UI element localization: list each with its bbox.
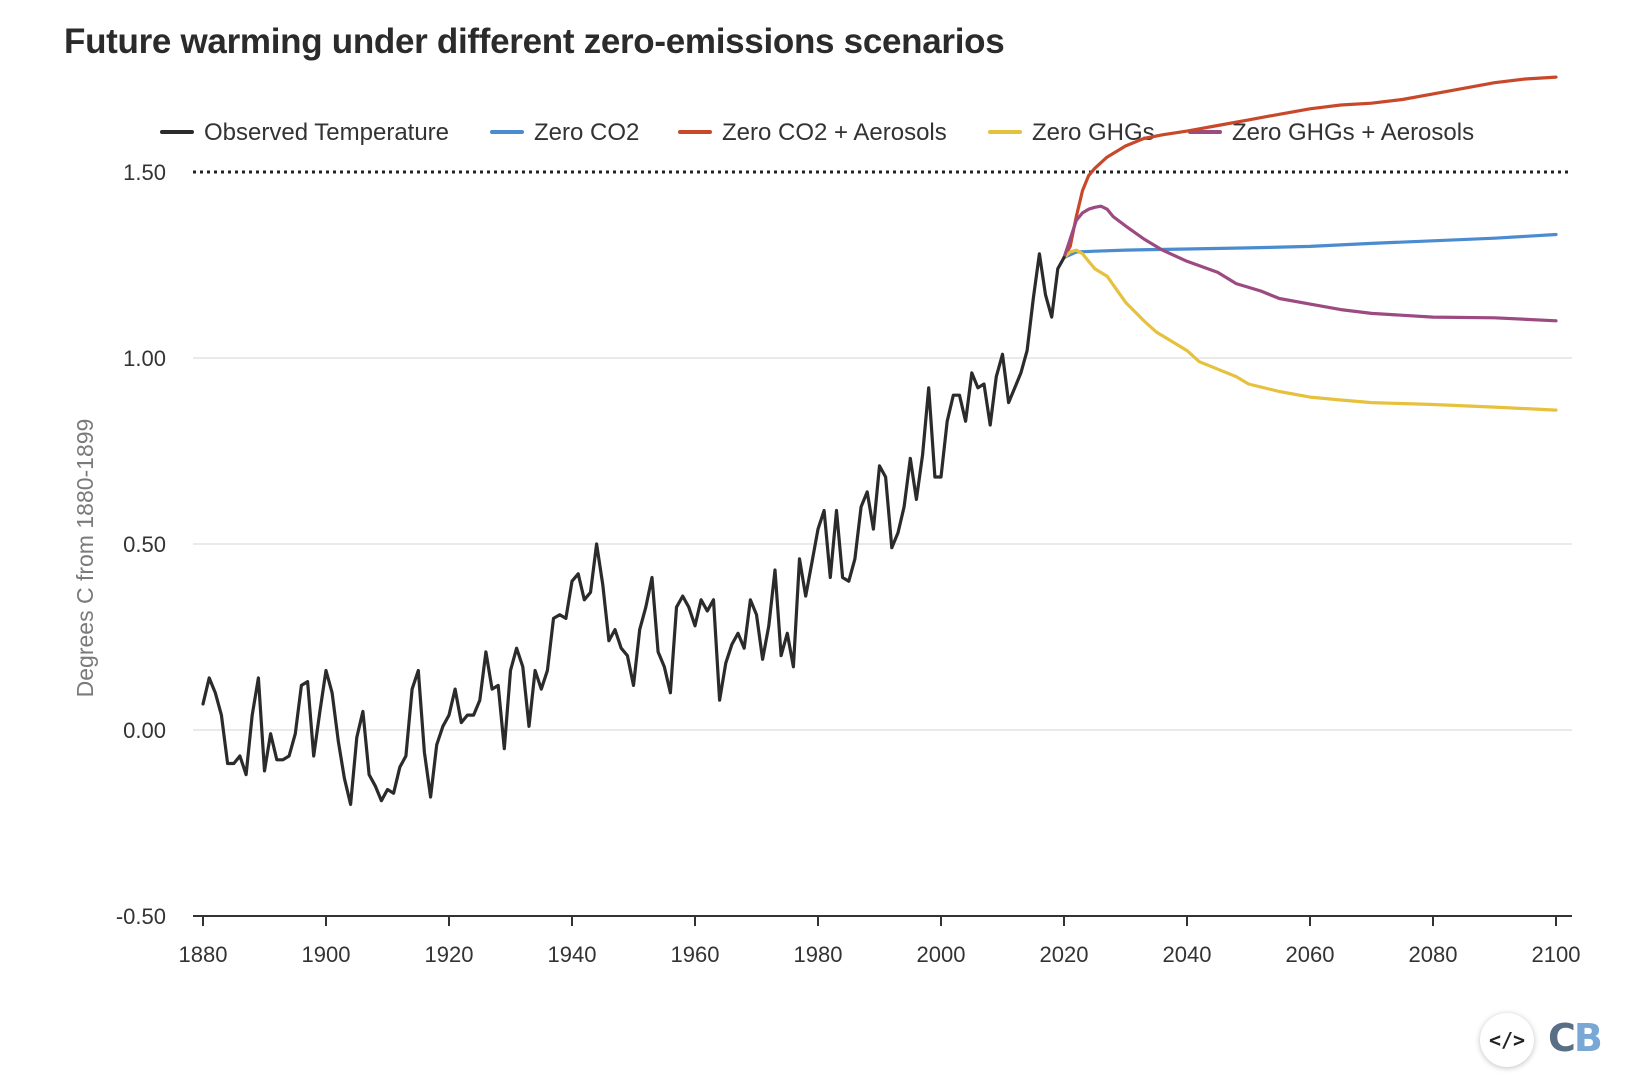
embed-button[interactable]: </> — [1480, 1013, 1534, 1067]
series-line-zero-ghgs — [1062, 248, 1558, 412]
x-tick-label: 1960 — [671, 942, 720, 967]
series-layer — [201, 75, 1558, 806]
legend-label: Zero GHGs + Aerosols — [1232, 119, 1474, 146]
logo-letter-b: B — [1573, 1016, 1603, 1060]
embed-code-icon: </> — [1488, 1028, 1526, 1052]
legend-label: Zero CO2 — [534, 119, 639, 146]
chart-title: Future warming under different zero-emis… — [64, 22, 1005, 61]
y-tick-label: 1.50 — [123, 160, 166, 185]
y-tick-label: -0.50 — [116, 904, 166, 929]
series-line-zero-co2 — [1062, 232, 1558, 260]
legend-label: Observed Temperature — [204, 119, 449, 146]
x-tick-label: 2100 — [1532, 942, 1581, 967]
axes: -0.50 0.00 0.50 1.00 1.50 1880 1900 1920 1940 196… — [116, 160, 1581, 967]
carbon-brief-logo: CB — [1548, 1016, 1603, 1060]
x-tick-label: 2020 — [1040, 942, 1089, 967]
y-tick-label: 1.00 — [123, 346, 166, 371]
logo-letter-c: C — [1548, 1016, 1576, 1060]
x-tick-label: 1880 — [179, 942, 228, 967]
x-tick-label: 1900 — [302, 942, 351, 967]
x-tick-label: 2040 — [1163, 942, 1212, 967]
x-tick-label: 2000 — [917, 942, 966, 967]
x-tick-label: 1940 — [548, 942, 597, 967]
legend-label: Zero CO2 + Aerosols — [722, 119, 947, 146]
x-tick-label: 2060 — [1286, 942, 1335, 967]
series-line-observed-temperature — [201, 252, 1066, 806]
legend: Observed Temperature Zero CO2 Zero CO2 + A… — [160, 119, 1474, 146]
x-tick-label: 2080 — [1409, 942, 1458, 967]
x-tick-label: 1980 — [794, 942, 843, 967]
series-line-zero-co2-aerosols — [1062, 75, 1558, 260]
grid-lines — [193, 170, 1572, 731]
y-axis-title: Degrees C from 1880-1899 — [72, 419, 98, 698]
y-tick-label: 0.00 — [123, 718, 166, 743]
series-line-zero-ghgs-aerosols — [1062, 204, 1558, 323]
y-tick-label: 0.50 — [123, 532, 166, 557]
x-tick-label: 1920 — [425, 942, 474, 967]
